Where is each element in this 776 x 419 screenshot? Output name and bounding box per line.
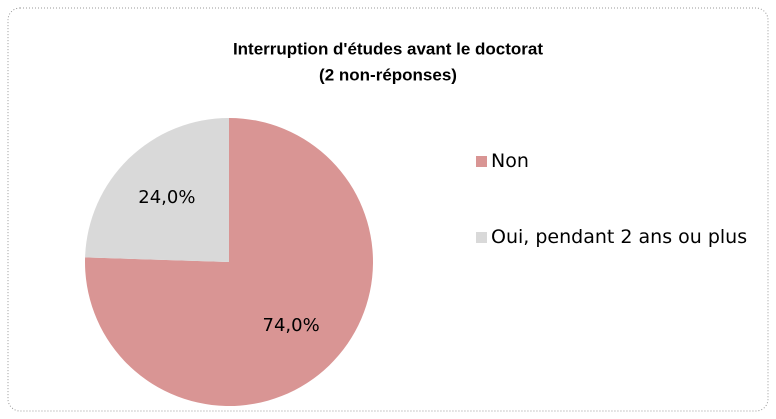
legend-label: Oui, pendant 2 ans ou plus [491, 226, 748, 248]
data-label: 24,0% [138, 187, 195, 208]
legend: Non Oui, pendant 2 ans ou plus [476, 146, 766, 298]
legend-label: Non [491, 150, 529, 172]
pie-slice [85, 118, 230, 262]
chart-title: Interruption d'études avant le doctorat [233, 39, 543, 58]
legend-item: Oui, pendant 2 ans ou plus [476, 222, 766, 252]
data-label: 74,0% [263, 315, 320, 336]
legend-item: Non [476, 146, 766, 176]
chart-subtitle: (2 non-réponses) [319, 65, 457, 84]
legend-swatch [476, 232, 487, 243]
legend-swatch [476, 156, 487, 167]
